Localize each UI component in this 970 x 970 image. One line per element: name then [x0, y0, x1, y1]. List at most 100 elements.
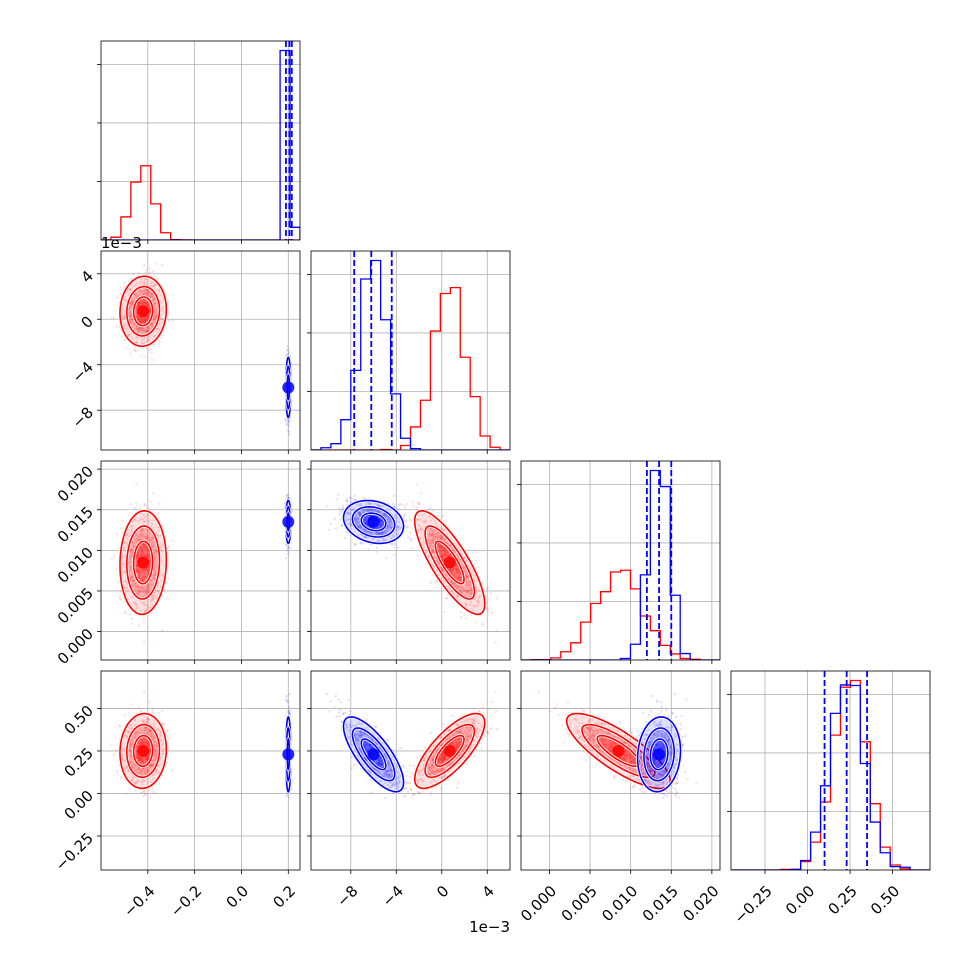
scatter-point-3674	[442, 528, 445, 531]
scatter-point-1917	[144, 537, 148, 540]
scatter-point-3088	[430, 539, 433, 543]
scatter-point-476	[146, 315, 150, 318]
scatter-point-264	[153, 334, 156, 338]
scatter-point-6	[155, 288, 159, 292]
scatter-point-3600	[441, 553, 444, 556]
y-tick-label: 0.010	[54, 544, 97, 587]
scatter-point-3841	[395, 529, 398, 532]
scatter-point-1853	[125, 586, 128, 590]
scatter-point-544	[152, 343, 156, 346]
scatter-point-527	[149, 295, 153, 298]
scatter-point-2104	[146, 507, 150, 510]
scatter-point-2248	[139, 506, 142, 509]
scatter-point-3957	[379, 519, 382, 523]
scatter-point-4141	[376, 509, 379, 513]
scatter-point-308	[145, 325, 149, 329]
scatter-point-1065	[287, 420, 290, 423]
scatter-point-3530	[477, 600, 480, 604]
axes-frame	[520, 460, 721, 661]
scatter-point-562	[145, 303, 149, 306]
scatter-point-2093	[153, 592, 156, 595]
scatter-point-3865	[363, 518, 367, 522]
scatter-point-316	[154, 301, 157, 305]
scatter-point-360	[147, 291, 150, 294]
scatter-point-4722	[143, 790, 147, 794]
scatter-point-3210	[431, 537, 434, 541]
scatter-point-3550	[408, 518, 412, 521]
scatter-point-3514	[437, 535, 440, 538]
density-peak-2289	[137, 556, 150, 569]
scatter-point-3152	[463, 568, 467, 571]
scatter-point-3212	[470, 587, 473, 590]
scatter-point-1618	[157, 512, 161, 515]
scatter-point-4545	[392, 534, 395, 537]
scatter-point-2189	[130, 524, 133, 527]
scatter-point-3632	[423, 545, 426, 549]
scatter-point-3179	[468, 581, 472, 584]
scatter-point-1824	[129, 549, 132, 553]
scatter-point-1661	[150, 598, 154, 601]
scatter-point-4525	[358, 511, 362, 514]
scatter-point-4263	[363, 535, 366, 538]
scatter-point-2214	[147, 568, 150, 571]
scatter-point-457	[140, 290, 144, 294]
scatter-point-4688	[131, 780, 134, 783]
scatter-point-3140	[459, 578, 463, 582]
scatter-point-3875	[368, 502, 371, 505]
scatter-point-3165	[481, 624, 485, 627]
scatter-point-263	[144, 318, 148, 322]
scatter-point-595	[136, 315, 139, 319]
scatter-point-1612	[147, 586, 151, 590]
scatter-point-932	[286, 349, 290, 352]
scatter-point-3713	[433, 535, 436, 538]
scatter-point-3090	[445, 551, 449, 555]
scatter-point-1727	[151, 598, 155, 601]
scatter-point-1911	[140, 550, 144, 554]
scatter-point-3296	[419, 525, 423, 529]
scatter-point-609	[138, 301, 141, 304]
scatter-point-165	[141, 327, 144, 330]
scatter-point-363	[138, 304, 141, 307]
scatter-point-650	[153, 284, 157, 287]
scatter-point-4302	[388, 519, 392, 522]
scatter-point-4082	[382, 512, 385, 516]
contour-757	[119, 275, 168, 348]
scatter-point-3900	[329, 522, 332, 525]
scatter-point-4770	[159, 729, 162, 733]
scatter-point-787	[286, 353, 290, 356]
scatter-point-4822	[128, 727, 132, 730]
scatter-point-3069	[431, 541, 434, 545]
scatter-point-3134	[450, 590, 453, 593]
scatter-point-716	[161, 263, 164, 266]
scatter-point-3843	[407, 536, 410, 539]
scatter-point-4725	[138, 759, 141, 762]
scatter-point-3996	[357, 526, 361, 529]
scatter-point-657	[136, 315, 140, 319]
scatter-point-4180	[398, 521, 401, 524]
scatter-point-3073	[438, 546, 442, 550]
scatter-point-1685	[130, 566, 133, 570]
scatter-point-275	[149, 292, 152, 295]
scatter-point-2294	[287, 546, 290, 549]
scatter-point-3618	[444, 549, 448, 552]
scatter-point-1803	[140, 578, 144, 581]
scatter-point-3328	[466, 591, 470, 594]
scatter-point-4528	[396, 525, 399, 528]
scatter-point-3671	[459, 586, 463, 590]
scatter-point-3414	[435, 537, 438, 540]
scatter-point-4687	[124, 734, 127, 737]
scatter-point-290	[146, 329, 149, 333]
scatter-point-4264	[404, 513, 407, 516]
scatter-point-2196	[153, 572, 156, 575]
scatter-point-1673	[143, 535, 146, 539]
scatter-point-3752	[417, 518, 420, 521]
scatter-point-3252	[450, 568, 453, 572]
scatter-point-1781	[133, 601, 136, 604]
scatter-point-1537	[145, 567, 149, 571]
scatter-point-3431	[438, 550, 441, 554]
scatter-point-133	[128, 309, 132, 312]
scatter-point-3953	[376, 526, 379, 530]
scatter-point-4747	[136, 779, 139, 783]
scatter-point-1677	[143, 502, 147, 506]
scatter-point-65	[115, 325, 119, 328]
